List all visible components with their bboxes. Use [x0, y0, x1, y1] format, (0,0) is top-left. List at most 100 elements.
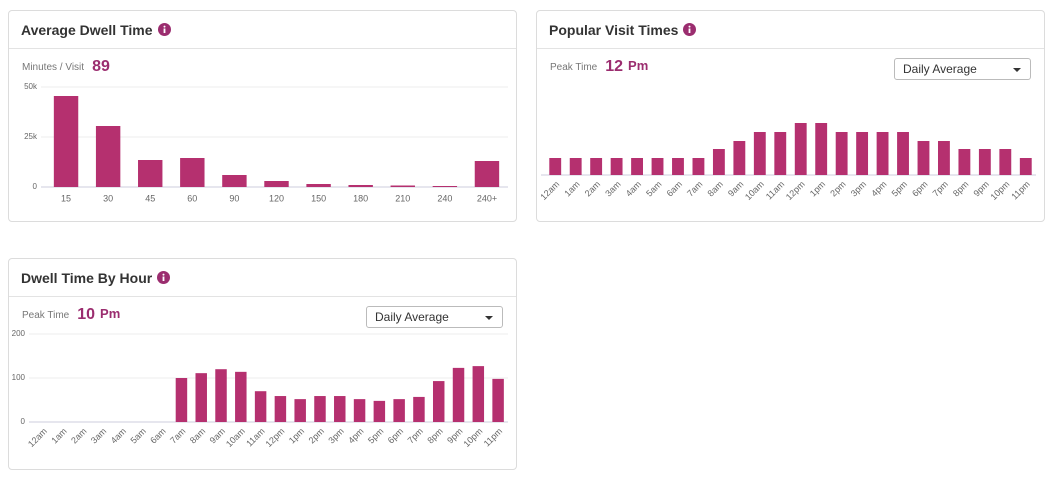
x-tick-label: 6am: [148, 426, 167, 445]
stat-label: Minutes / Visit: [22, 62, 84, 73]
x-tick-label: 7am: [168, 426, 187, 445]
bar: [314, 396, 326, 422]
card: Average Dwell Time Minutes / Visit 89 0 25k 5…: [8, 10, 517, 222]
bar: [373, 400, 386, 422]
bar: [348, 185, 373, 187]
card-header: Average Dwell Time: [9, 11, 516, 49]
info-stem: [689, 28, 691, 33]
x-tick-label: 240: [437, 193, 452, 203]
bar: [835, 132, 848, 175]
x-tick-label: 5pm: [366, 426, 385, 445]
x-tick-label: 7pm: [406, 426, 425, 445]
stat-label: Peak Time: [22, 310, 70, 321]
bar: [53, 96, 79, 187]
bar: [631, 158, 643, 175]
dropdown[interactable]: Daily Average: [894, 58, 1031, 80]
bar: [958, 149, 971, 175]
x-tick-label: 210: [395, 193, 410, 203]
x-tick-label: 2am: [583, 179, 602, 198]
y-tick-label: 50k: [24, 82, 38, 91]
x-tick-label: 10pm: [988, 179, 1011, 202]
card-title: Average Dwell Time: [21, 21, 153, 38]
bar: [474, 161, 500, 187]
bar: [917, 141, 930, 175]
x-tick-label: 3am: [603, 179, 622, 198]
y-tick-label: 0: [33, 182, 38, 191]
card-title: Popular Visit Times: [549, 21, 679, 38]
bar: [610, 158, 623, 175]
x-tick-label: 8pm: [951, 179, 970, 198]
x-tick-label: 5am: [128, 426, 147, 445]
bar: [753, 132, 766, 175]
stat-value: 12: [605, 58, 623, 75]
card: Popular Visit Times Daily Average Peak Tim…: [536, 10, 1045, 222]
y-tick-label: 25k: [24, 132, 38, 141]
x-tick-label: 12am: [26, 426, 49, 449]
x-tick-label: 4pm: [869, 179, 888, 198]
x-tick-label: 1pm: [287, 426, 306, 445]
bar: [672, 158, 684, 175]
dropdown-caret: [485, 316, 493, 320]
bar: [264, 181, 289, 187]
info-dot: [163, 25, 166, 28]
x-tick-label: 6pm: [386, 426, 405, 445]
y-tick-label: 100: [12, 373, 26, 382]
bar: [294, 399, 306, 422]
card-header: Dwell Time By Hour: [9, 259, 516, 297]
bar: [549, 158, 562, 175]
info-dot: [162, 273, 165, 276]
x-tick-label: 2am: [69, 426, 88, 445]
x-tick-label: 11am: [244, 426, 267, 449]
x-tick-label: 11pm: [1009, 179, 1032, 202]
bar: [897, 132, 909, 175]
x-tick-label: 1am: [562, 179, 581, 198]
x-tick-label: 45: [145, 193, 155, 203]
y-tick-label: 200: [12, 329, 26, 338]
info-stem: [162, 276, 165, 281]
stat-unit: Pm: [628, 58, 648, 73]
bar: [938, 141, 950, 175]
bar: [999, 149, 1012, 175]
x-tick-label: 12pm: [263, 426, 286, 449]
stat: Minutes / Visit 89: [22, 58, 110, 75]
bar: [254, 391, 267, 422]
chart: Peak Time 12 Pm 12am 1am 2am 3am 4am 5am 6am 7am 8a…: [538, 58, 1036, 202]
card: Dwell Time By Hour Daily Average Peak Time…: [8, 258, 517, 470]
bar: [651, 158, 664, 175]
x-tick-label: 3pm: [849, 179, 868, 198]
x-tick-label: 180: [353, 193, 368, 203]
dropdown[interactable]: Daily Average: [366, 306, 503, 328]
stat-unit: Pm: [100, 306, 120, 321]
x-tick-label: 1pm: [808, 179, 827, 198]
x-tick-label: 2pm: [828, 179, 847, 198]
x-tick-label: 3am: [89, 426, 108, 445]
bar: [334, 396, 346, 422]
bar: [274, 396, 287, 422]
bar: [138, 160, 163, 187]
bar: [432, 186, 458, 187]
x-tick-label: 10am: [743, 179, 766, 202]
info-dot: [688, 25, 691, 28]
stat-value: 89: [92, 58, 110, 75]
bar: [432, 381, 445, 422]
info-icon: [683, 23, 697, 36]
x-tick-label: 12pm: [784, 179, 807, 202]
stat-value: 10: [77, 306, 95, 323]
x-tick-label: 7pm: [931, 179, 950, 198]
x-tick-label: 11pm: [482, 426, 505, 449]
x-tick-label: 30: [103, 193, 113, 203]
info-icon: [157, 23, 171, 36]
info-icon: [157, 271, 171, 284]
x-tick-label: 90: [229, 193, 239, 203]
x-tick-label: 4am: [624, 179, 643, 198]
x-tick-label: 8am: [706, 179, 725, 198]
x-tick-label: 10am: [224, 426, 247, 449]
bar: [569, 158, 582, 175]
stat: Peak Time 12 Pm: [550, 58, 648, 75]
stat: Peak Time 10 Pm: [22, 306, 120, 323]
x-tick-label: 7am: [685, 179, 704, 198]
bar: [815, 123, 828, 175]
bar: [590, 158, 603, 175]
bar: [175, 378, 188, 422]
